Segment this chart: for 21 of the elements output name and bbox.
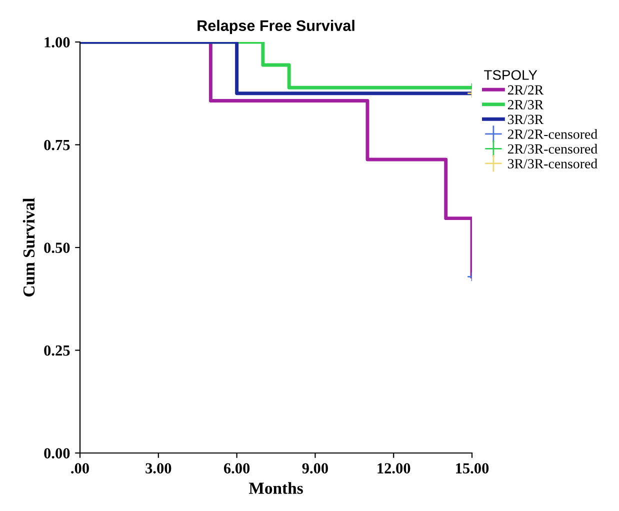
x-tick-label: 9.00 (302, 463, 328, 474)
legend-label: 2R/2R-censored (508, 129, 598, 139)
legend-title: TSPOLY (484, 70, 538, 80)
legend-label: 2R/2R (508, 85, 544, 95)
x-tick-label: 15.00 (456, 463, 489, 474)
y-tick-label: 1.00 (44, 37, 70, 48)
y-axis-title: Cum Survival (22, 198, 35, 296)
chart-title: Relapse Free Survival (198, 20, 354, 34)
x-tick-label: 12.00 (378, 463, 410, 474)
legend-label: 2R/3R (508, 100, 544, 110)
y-tick-label: 0.50 (44, 242, 70, 254)
x-tick-label: 3.00 (146, 463, 172, 474)
legend-label: 3R/3R (508, 114, 544, 124)
y-tick-label: 0.25 (44, 345, 70, 356)
x-tick-label: 6.00 (224, 463, 250, 474)
legend-label: 2R/3R-censored (508, 144, 598, 154)
y-tick-label: 0.00 (44, 448, 70, 459)
x-tick-label: .00 (71, 463, 89, 474)
y-tick-label: 0.75 (44, 140, 70, 150)
x-axis-title: Months (248, 482, 303, 494)
legend-label: 3R/3R-censored (508, 158, 598, 168)
